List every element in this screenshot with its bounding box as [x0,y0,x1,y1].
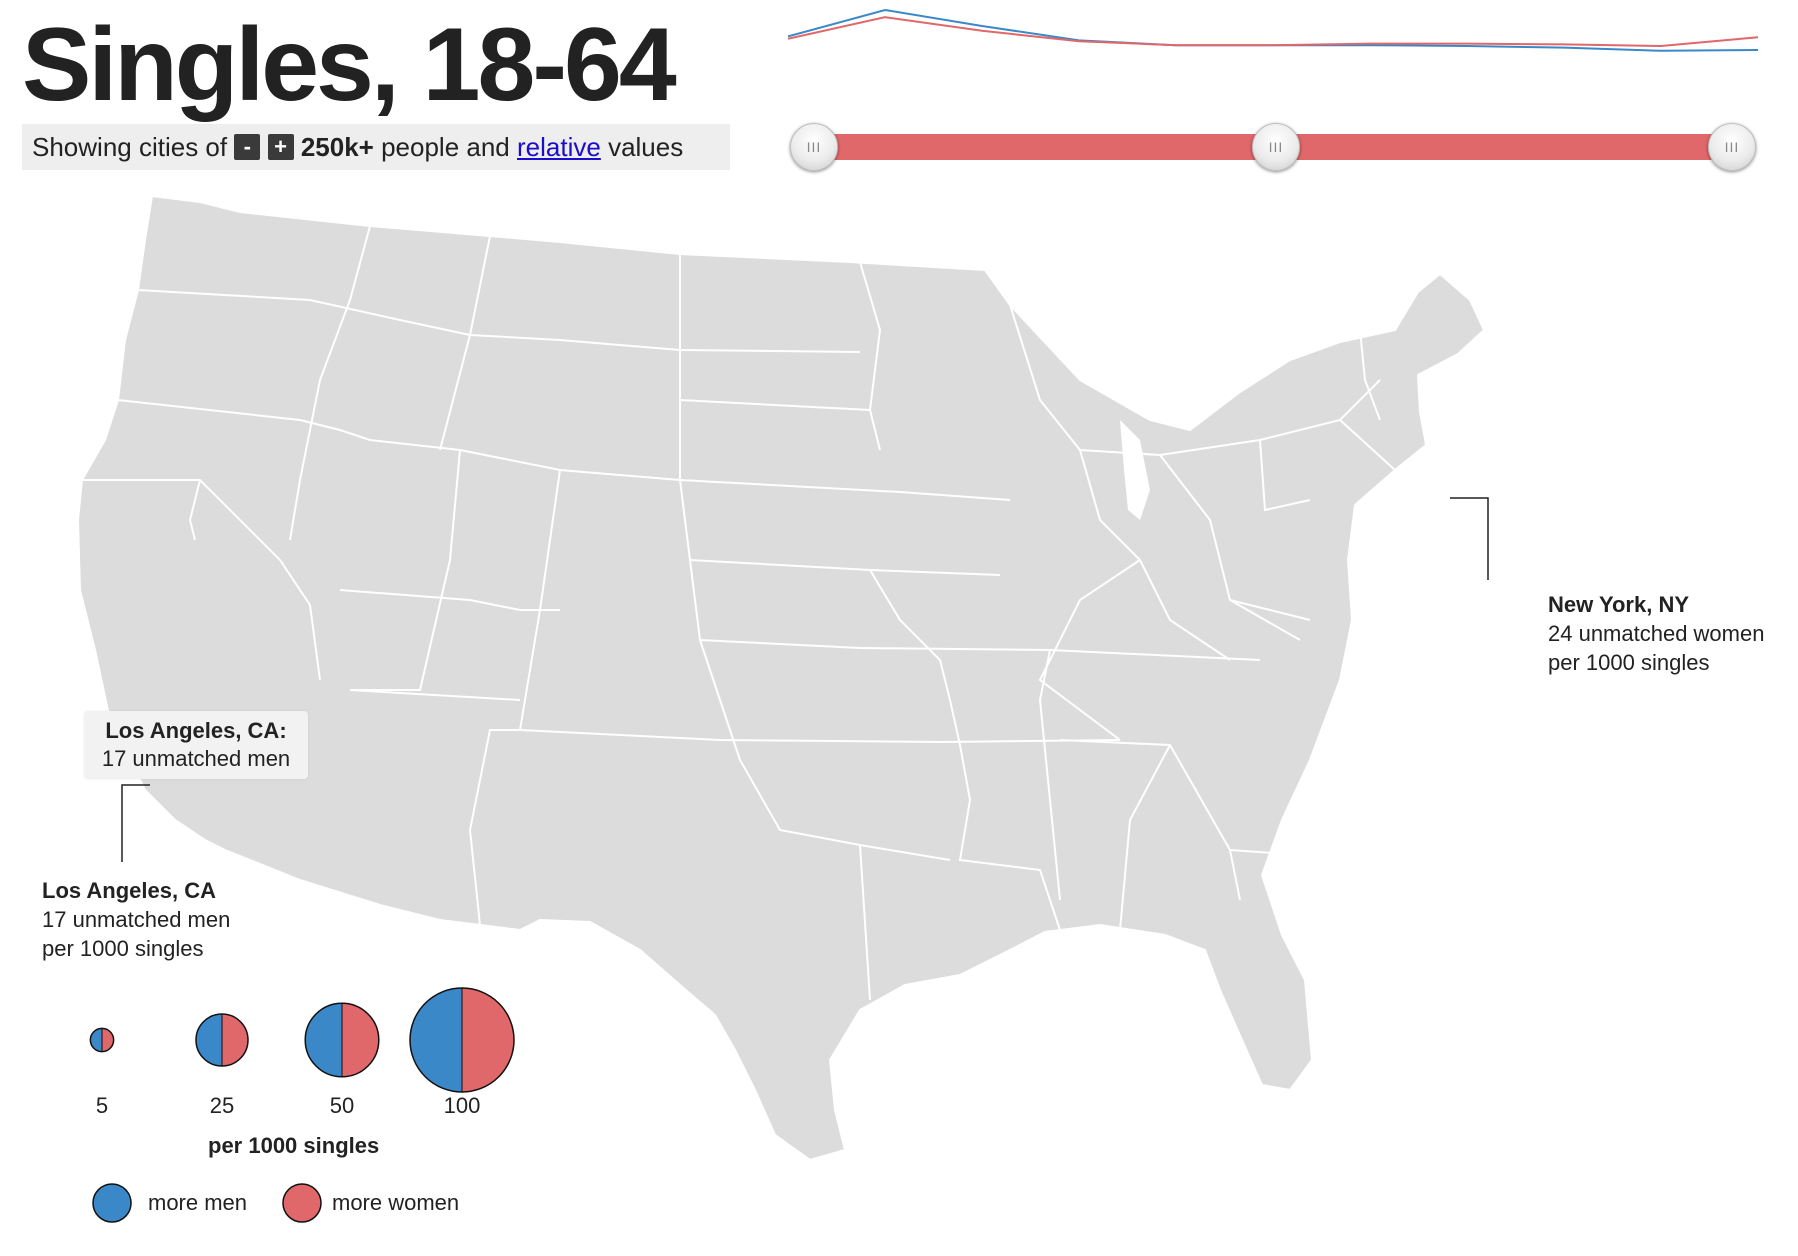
ny-annotation-city: New York, NY [1548,592,1690,617]
size-legend-circle [89,1027,115,1053]
ny-annotation-line1: 24 unmatched women [1548,621,1765,646]
filter-sentence: Showing cities of - + 250k+ people and r… [22,124,730,170]
size-legend-label: 25 [209,1093,235,1118]
slider-handle-min[interactable]: III [790,123,838,171]
size-legend-half-men [196,1014,222,1066]
la-annotation-line1: 17 unmatched men [42,907,231,932]
size-legend-half-women [462,988,514,1092]
population-threshold: 250k+ [300,132,374,162]
lake-michigan [1120,420,1150,520]
us-land [76,194,1486,1162]
size-legend-circle [195,1013,249,1067]
ny-annotation-line2: per 1000 singles [1548,650,1710,675]
legend-more-men-label: more men [148,1190,248,1215]
slider-handle-max[interactable]: III [1708,123,1756,171]
la-tooltip-body: 17 unmatched men [101,746,291,771]
sparkline-women-line [788,16,1759,48]
page-title: Singles, 18-64 [22,7,677,123]
la-annotation-city: Los Angeles, CA [42,878,216,903]
size-legend-label: 50 [329,1093,355,1118]
us-map: Santa Cruz, CABakersfield, CAHouston, TX… [76,194,1489,1223]
la-tooltip-title: Los Angeles, CA: [105,718,287,743]
size-legend-half-men [410,988,462,1092]
slider-handle-mid[interactable]: III [1252,123,1300,171]
size-legend-half-men [305,1003,342,1077]
size-legend-label: 5 [95,1093,109,1118]
subtitle-prefix: Showing cities of [32,132,228,162]
size-legend-caption: per 1000 singles [208,1133,380,1158]
size-legend-circle [409,987,515,1093]
size-legend-outline [89,1027,115,1053]
legend-more-women-swatch [282,1183,322,1223]
size-legend-half-women [102,1028,114,1052]
size-legend-outline [304,1002,380,1078]
size-legend-outline [409,987,515,1093]
subtitle-mid: people and [381,132,510,162]
legend-more-men-swatch [92,1183,132,1223]
legend-more-women-label: more women [332,1190,460,1215]
size-legend-half-men [90,1028,102,1052]
ny-annotation: New York, NY 24 unmatched women per 1000… [1548,590,1764,677]
size-legend-circle [304,1002,380,1078]
age-range-slider[interactable]: III III III [790,120,1760,180]
state-borders [82,225,1396,1001]
relative-values-link[interactable]: relative [517,132,601,162]
size-legend-outline [195,1013,249,1067]
size-legend-half-women [342,1003,379,1077]
la-tooltip: Los Angeles, CA: 17 unmatched men [84,711,308,779]
annotation-leader-lines [121,497,1489,862]
la-annotation-line2: per 1000 singles [42,936,204,961]
decrease-population-button[interactable]: - [234,134,261,161]
size-legend [89,987,515,1093]
size-legend-half-women [222,1014,248,1066]
la-annotation: Los Angeles, CA 17 unmatched men per 100… [42,876,230,963]
increase-population-button[interactable]: + [267,134,294,161]
subtitle-suffix: values [608,132,684,162]
age-sparkline [788,8,1759,52]
color-legend [92,1183,322,1223]
size-legend-label: 100 [443,1093,481,1118]
